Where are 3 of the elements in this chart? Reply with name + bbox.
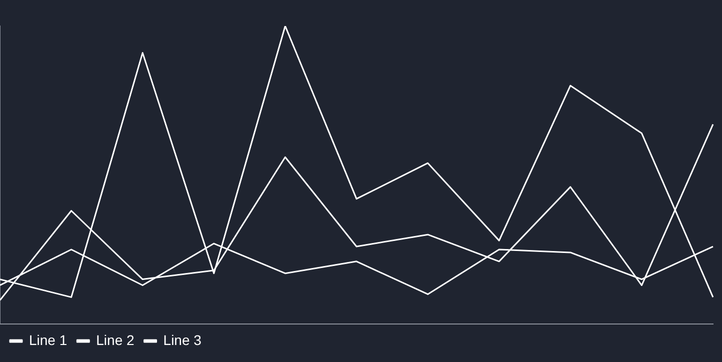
legend-label: Line 2 (96, 332, 135, 348)
legend-label: Line 3 (163, 332, 202, 348)
legend-label: Line 1 (29, 332, 68, 348)
